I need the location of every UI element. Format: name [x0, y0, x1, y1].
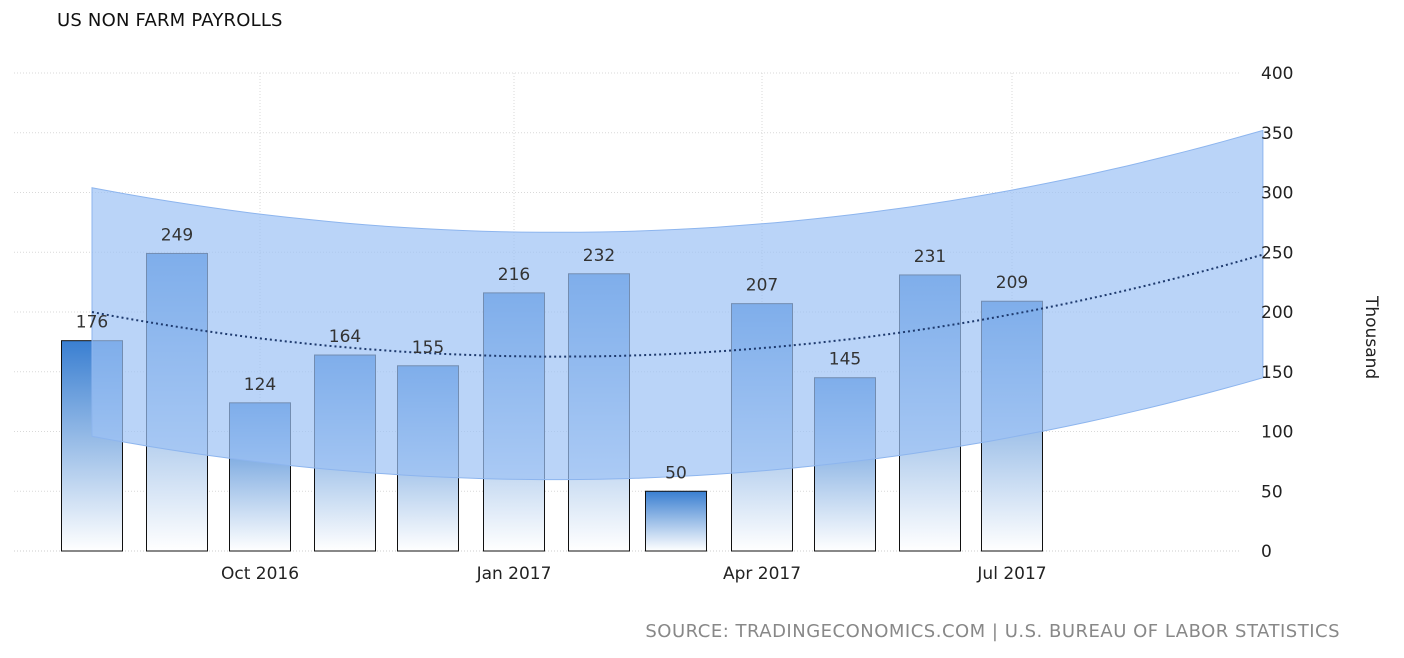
data-label: 207 [746, 276, 778, 296]
x-tick-label: Apr 2017 [723, 564, 801, 584]
data-label: 155 [412, 338, 444, 358]
bar-mar-2017 [645, 490, 707, 552]
forecast-band [91, 129, 1264, 481]
forecast-band-area [91, 129, 1264, 481]
data-label: 50 [665, 463, 687, 483]
y-tick-label: 300 [1261, 184, 1293, 204]
source-note: SOURCE: TRADINGECONOMICS.COM | U.S. BURE… [645, 621, 1340, 642]
x-tick-label: Oct 2016 [221, 564, 299, 584]
y-tick-label: 100 [1261, 423, 1293, 443]
y-tick-label: 0 [1261, 542, 1272, 562]
y-axis-ticks: 0 50 100 150 200 250 300 350 400 [1261, 64, 1293, 562]
x-tick-label: Jul 2017 [976, 564, 1046, 584]
y-tick-label: 200 [1261, 303, 1293, 323]
data-label: 124 [244, 375, 276, 395]
y-tick-label: 150 [1261, 363, 1293, 383]
data-label: 231 [914, 247, 946, 267]
y-tick-label: 50 [1261, 482, 1283, 502]
data-label: 145 [829, 350, 861, 370]
data-label: 249 [161, 225, 193, 245]
x-tick-label: Jan 2017 [476, 564, 552, 584]
data-label: 216 [498, 265, 530, 285]
data-labels: 176 249 124 164 155 216 232 50 207 145 231 209 [76, 225, 1028, 483]
y-axis-label: Thousand [1361, 296, 1381, 380]
x-axis-ticks: Oct 2016 Jan 2017 Apr 2017 Jul 2017 [221, 564, 1047, 584]
y-tick-label: 400 [1261, 64, 1293, 84]
data-label: 232 [583, 246, 615, 266]
data-label: 164 [329, 327, 361, 347]
y-tick-label: 350 [1261, 124, 1293, 144]
y-tick-label: 250 [1261, 243, 1293, 263]
chart-title: US NON FARM PAYROLLS [57, 10, 283, 31]
data-label: 209 [996, 273, 1028, 293]
data-label: 176 [76, 313, 108, 333]
